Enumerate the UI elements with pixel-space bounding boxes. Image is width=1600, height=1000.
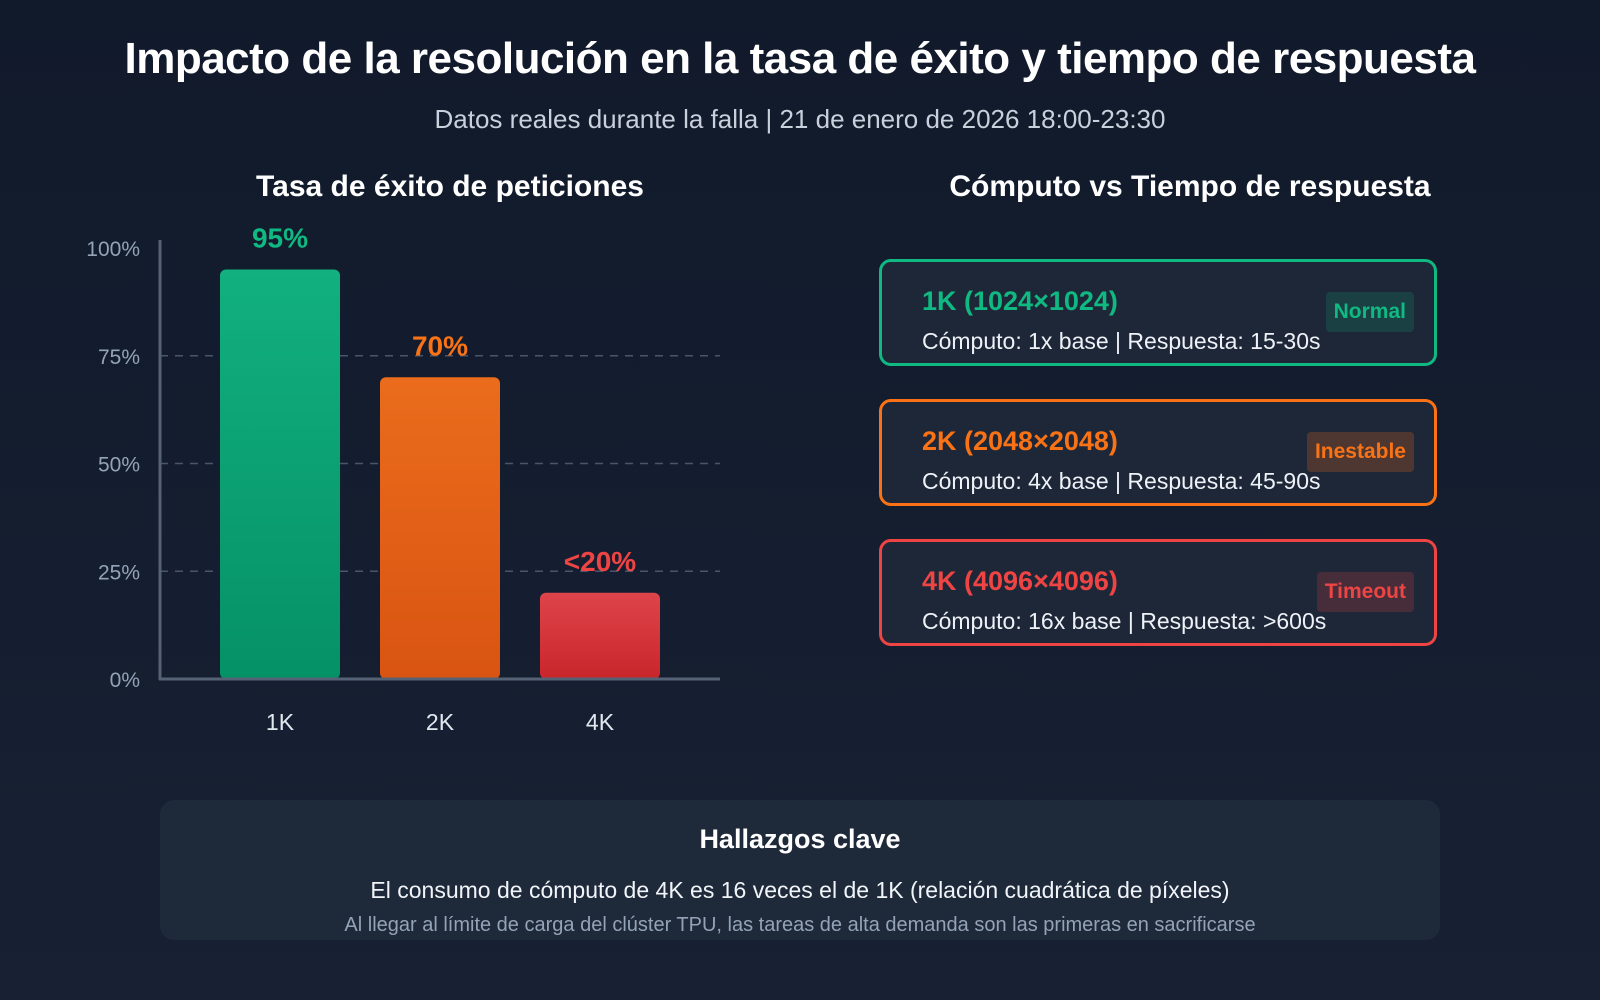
key-findings-panel: Hallazgos clave El consumo de cómputo de… [160, 800, 1440, 940]
page-subtitle: Datos reales durante la falla | 21 de en… [434, 104, 1166, 134]
findings-note: Al llegar al límite de carga del clúster… [344, 914, 1256, 936]
data-label-1k: 95% [252, 223, 308, 254]
findings-main-text: El consumo de cómputo de 4K es 16 veces … [370, 877, 1230, 903]
status-badge: Normal [1325, 292, 1414, 332]
x-tick-label-1k: 1K [266, 709, 295, 735]
card-title: 4K (4096×4096) [922, 566, 1118, 596]
x-tick-label-4k: 4K [586, 709, 615, 735]
resolution-card-4k: 4K (4096×4096) Cómputo: 16x base | Respu… [879, 539, 1437, 646]
findings-title: Hallazgos clave [699, 824, 901, 854]
card-description: Cómputo: 16x base | Respuesta: >600s [922, 608, 1327, 634]
bar-4k [540, 592, 660, 679]
resolution-card-2k: 2K (2048×2048) Cómputo: 4x base | Respue… [879, 399, 1437, 506]
data-label-2k: 70% [412, 330, 468, 361]
chart-title: Tasa de éxito de peticiones [256, 170, 644, 203]
bar-1k [220, 269, 340, 679]
data-label-4k: <20% [564, 546, 636, 577]
resolution-card-1k: 1K (1024×1024) Cómputo: 1x base | Respue… [879, 259, 1437, 366]
card-title: 1K (1024×1024) [922, 286, 1118, 316]
y-tick-label: 50% [98, 454, 140, 477]
y-tick-label: 100% [86, 238, 140, 261]
card-description: Cómputo: 4x base | Respuesta: 45-90s [922, 468, 1321, 494]
x-tick-label-2k: 2K [426, 709, 455, 735]
status-badge: Inestable [1306, 432, 1414, 472]
comparison-title: Cómputo vs Tiempo de respuesta [949, 170, 1431, 203]
y-tick-label: 25% [98, 561, 140, 584]
card-description: Cómputo: 1x base | Respuesta: 15-30s [922, 328, 1321, 354]
success-rate-bar-chart: 0% 25% 50% 75% 100% 95% 1K 70% 2K <20% 4K [86, 223, 720, 735]
bar-2k [380, 377, 500, 679]
status-badge: Timeout [1316, 572, 1414, 612]
card-title: 2K (2048×2048) [922, 426, 1118, 456]
y-tick-label: 0% [110, 669, 140, 692]
y-tick-label: 75% [98, 346, 140, 369]
page-title: Impacto de la resolución en la tasa de é… [124, 34, 1476, 83]
